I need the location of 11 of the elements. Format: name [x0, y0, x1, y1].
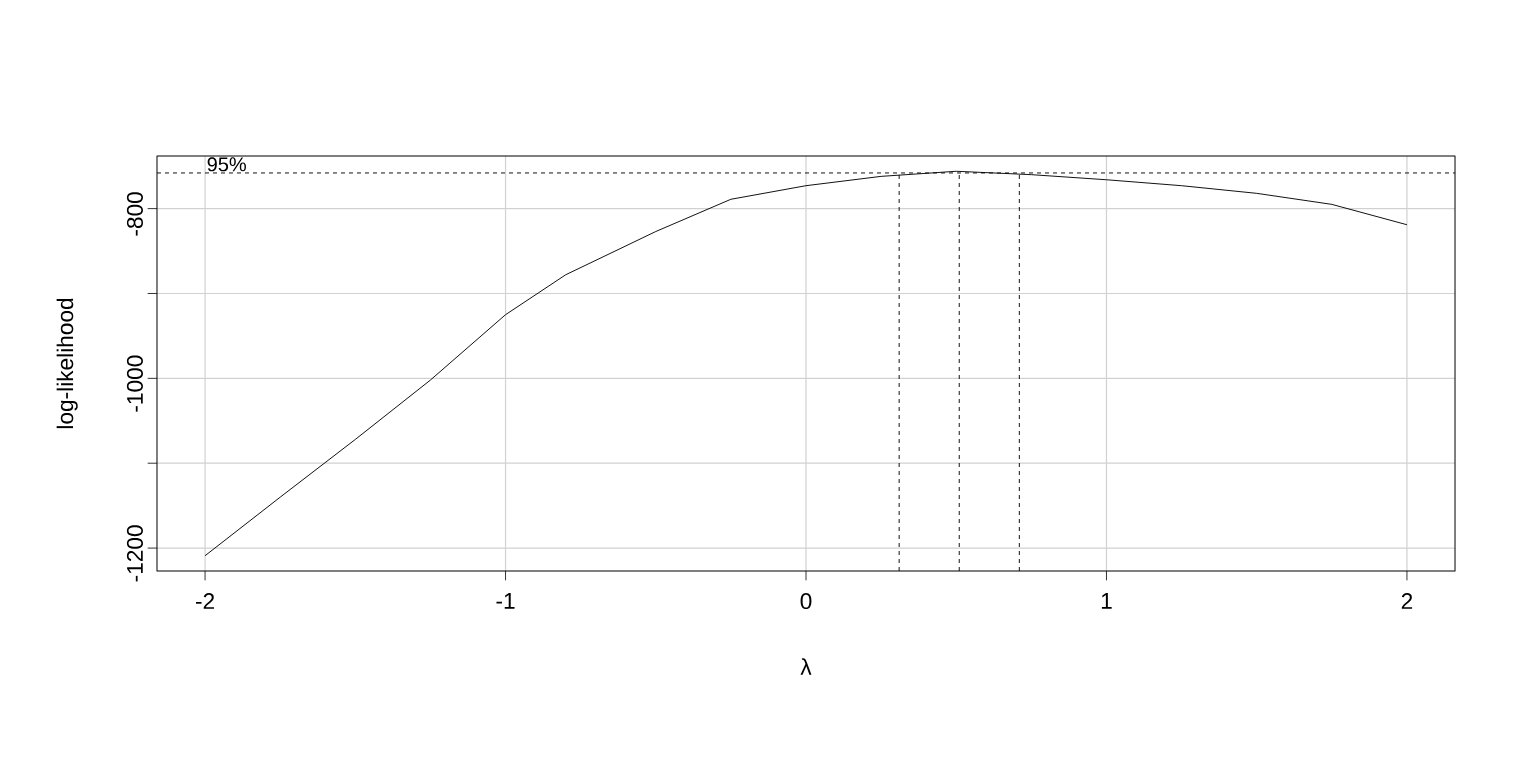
- x-tick-label: 2: [1401, 593, 1413, 609]
- y-tick-label: -1000: [126, 355, 143, 412]
- x-tick-label: -1: [496, 593, 515, 609]
- y-tick-label: -800: [126, 192, 143, 236]
- x-tick-label: -2: [196, 593, 214, 609]
- x-tick-label: 1: [1101, 593, 1112, 609]
- x-tick-label: 0: [800, 593, 812, 610]
- x-axis-title: λ: [800, 658, 812, 675]
- y-tick-label: -1200: [126, 525, 143, 582]
- annotation: 95%: [207, 157, 246, 172]
- y-axis-title: log-likelihood: [56, 298, 78, 429]
